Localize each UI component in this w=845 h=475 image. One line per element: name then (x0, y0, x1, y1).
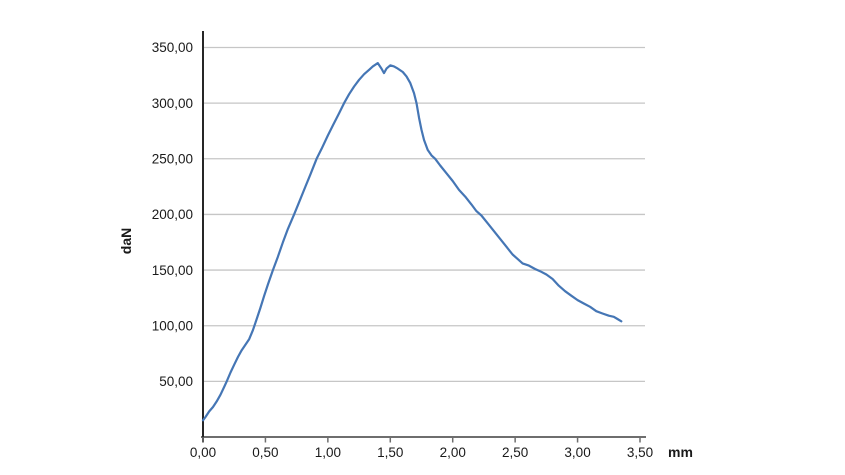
x-tick-label: 2,50 (502, 445, 528, 460)
x-tick-label: 1,50 (377, 445, 403, 460)
y-tick-label: 100,00 (152, 318, 193, 333)
y-tick-label: 350,00 (152, 40, 193, 55)
horizontal-gridlines (203, 46, 645, 383)
y-axis-title: daN (118, 228, 134, 254)
y-tick-label: 250,00 (152, 151, 193, 166)
y-axis-tick-labels: 50,00 100,00 150,00 200,00 250,00 300,00 350,0… (152, 40, 193, 389)
x-tick-label: 3,50 (627, 445, 653, 460)
y-tick-label: 200,00 (152, 207, 193, 222)
x-tick-label: 0,00 (190, 445, 216, 460)
y-tick-label: 50,00 (159, 374, 193, 389)
series-line (201, 62, 623, 422)
y-tick-label: 300,00 (152, 96, 193, 111)
x-tick-label: 1,00 (315, 445, 341, 460)
x-axis-tick-labels: 0,00 0,50 1,00 1,50 2,00 2,50 3,00 3,50 (190, 445, 653, 460)
x-tick-label: 0,50 (252, 445, 278, 460)
x-axis-tick-marks (202, 437, 641, 443)
y-tick-label: 150,00 (152, 263, 193, 278)
x-axis-title: mm (668, 444, 693, 460)
x-tick-label: 2,00 (440, 445, 466, 460)
x-tick-label: 3,00 (564, 445, 590, 460)
